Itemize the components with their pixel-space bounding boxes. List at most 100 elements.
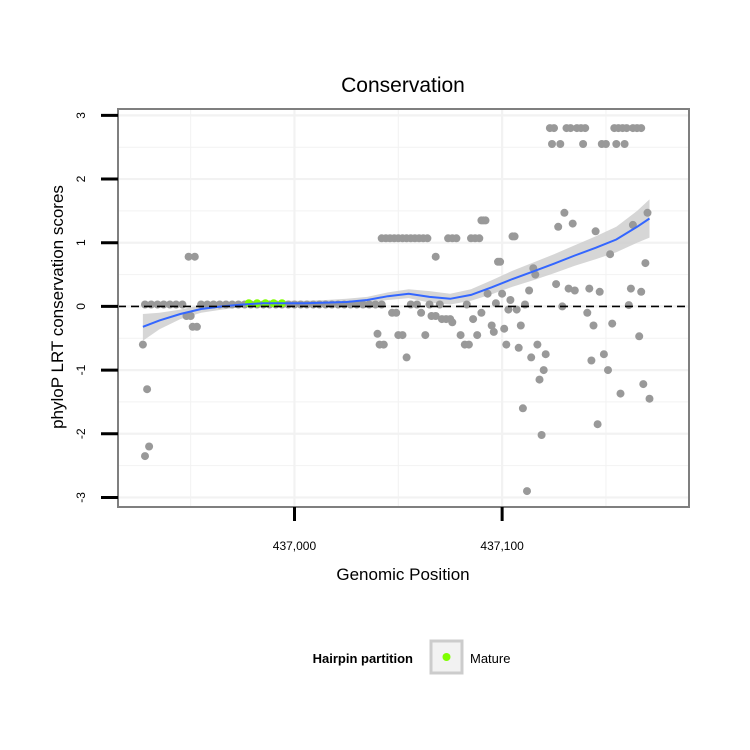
- data-point: [516, 321, 525, 330]
- panel-border: [117, 108, 690, 508]
- data-point: [489, 327, 498, 336]
- data-point: [413, 300, 421, 309]
- data-point: [637, 287, 646, 296]
- data-point: [417, 308, 426, 317]
- data-point: [402, 353, 411, 362]
- legend: Hairpin partition Mature: [313, 639, 510, 675]
- legend-title: Hairpin partition: [313, 651, 413, 666]
- data-point: [620, 140, 629, 148]
- data-point: [475, 234, 484, 243]
- y-tick-label: 3: [74, 112, 88, 119]
- data-point: [593, 420, 602, 429]
- data-point: [192, 322, 201, 331]
- data-point: [178, 300, 187, 309]
- data-point: [373, 329, 382, 338]
- data-point: [556, 140, 565, 148]
- y-tick-label: 2: [74, 175, 88, 182]
- data-point: [502, 340, 511, 349]
- data-point: [506, 296, 515, 304]
- data-point: [184, 252, 193, 261]
- data-point: [645, 394, 654, 403]
- data-point: [527, 353, 536, 362]
- data-point: [469, 315, 478, 324]
- data-point: [585, 284, 594, 293]
- data-point: [491, 299, 500, 308]
- data-point: [421, 331, 430, 340]
- data-point: [377, 300, 386, 309]
- data-point: [616, 389, 625, 398]
- data-point: [626, 284, 635, 293]
- data-point: [568, 219, 577, 228]
- legend-label: Mature: [470, 651, 510, 666]
- x-axis-title: Genomic Position: [336, 565, 469, 584]
- data-point: [579, 140, 588, 148]
- data-point: [477, 308, 486, 317]
- data-point: [190, 252, 199, 261]
- data-point: [628, 220, 637, 229]
- data-point: [145, 442, 154, 451]
- data-point: [456, 331, 465, 340]
- data-point: [643, 208, 652, 217]
- y-tick-label: -1: [74, 364, 88, 375]
- data-point: [639, 380, 648, 389]
- data-point: [518, 404, 527, 413]
- data-point: [552, 280, 561, 289]
- data-point: [464, 340, 473, 349]
- data-point: [504, 305, 513, 314]
- data-point: [398, 331, 407, 340]
- data-point: [521, 300, 529, 309]
- data-point: [452, 234, 461, 243]
- data-point: [371, 300, 380, 309]
- data-point: [379, 340, 388, 349]
- y-tick-label: -3: [74, 492, 88, 503]
- data-point: [141, 452, 149, 461]
- data-point: [583, 308, 592, 317]
- data-point: [604, 366, 612, 375]
- data-point: [512, 305, 521, 314]
- data-point: [541, 350, 550, 359]
- x-tick-label: 437,000: [273, 539, 317, 553]
- data-point: [510, 232, 519, 241]
- data-point: [483, 289, 492, 298]
- data-point: [548, 140, 556, 148]
- data-point: [431, 312, 440, 320]
- data-point: [423, 234, 432, 243]
- data-point: [537, 431, 546, 439]
- data-point: [595, 287, 604, 296]
- data-point: [608, 319, 617, 328]
- data-point: [566, 124, 575, 133]
- data-point: [637, 124, 646, 133]
- data-point: [550, 124, 558, 133]
- data-point: [589, 321, 598, 330]
- data-point: [425, 300, 434, 309]
- axes: 437,000 437,100 -3 -2 -1 0 1 2 3: [74, 112, 524, 553]
- data-point: [435, 300, 444, 309]
- data-point: [622, 124, 631, 133]
- data-point: [498, 289, 507, 298]
- y-tick-label: 1: [74, 239, 88, 246]
- data-point: [500, 324, 509, 333]
- y-tick-label: 0: [74, 303, 88, 310]
- data-point: [641, 259, 650, 268]
- data-point: [564, 284, 573, 293]
- data-point: [487, 321, 496, 330]
- data-point: [591, 227, 600, 236]
- legend-mature-dot: [442, 653, 451, 661]
- data-point: [448, 318, 457, 327]
- data-point: [635, 332, 644, 341]
- x-tick-label: 437,100: [480, 539, 524, 553]
- data-point: [431, 252, 440, 261]
- data-point: [570, 286, 579, 295]
- data-point: [533, 340, 542, 349]
- data-point: [601, 140, 610, 148]
- data-point: [462, 300, 471, 309]
- data-point: [606, 250, 615, 259]
- data-point: [481, 216, 490, 225]
- data-point: [612, 140, 621, 148]
- data-point: [535, 375, 544, 384]
- y-axis-title: phyloP LRT conservation scores: [48, 185, 67, 429]
- data-point: [143, 385, 152, 394]
- data-point: [186, 312, 195, 320]
- data-point: [531, 270, 540, 279]
